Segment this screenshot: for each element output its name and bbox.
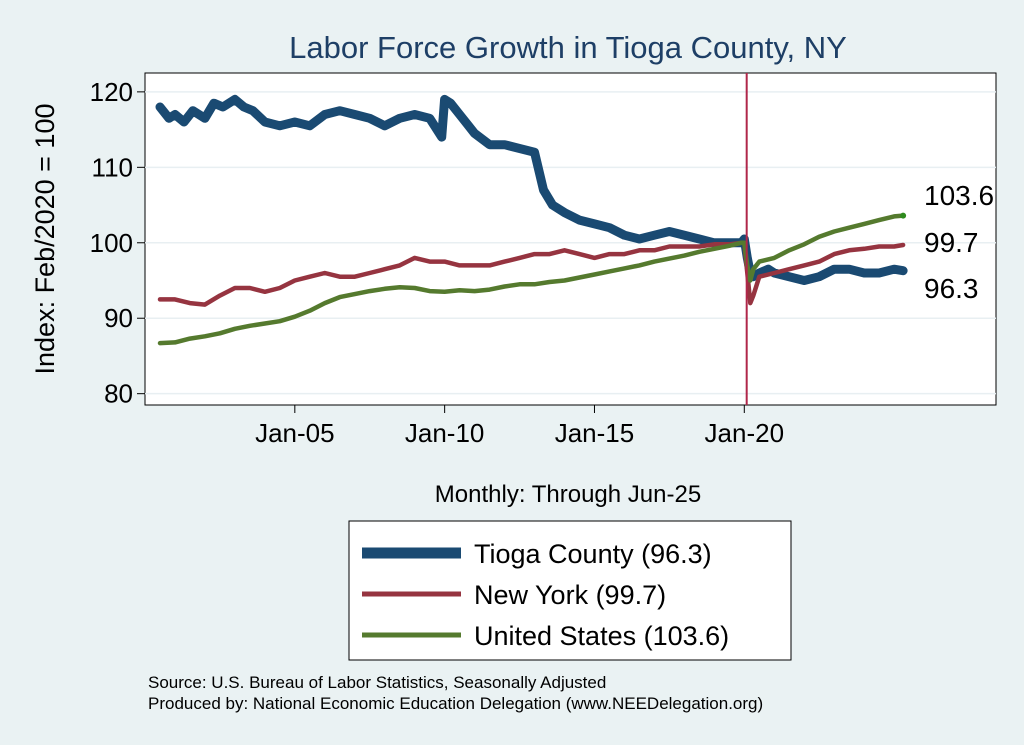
x-axis: Jan-05 Jan-10 Jan-15 Jan-20 [255, 405, 784, 448]
y-tick-label: 80 [104, 379, 133, 409]
y-tick-label: 110 [92, 152, 133, 182]
series-end-marker [900, 212, 907, 219]
y-tick-label: 100 [90, 228, 133, 258]
series-end-label: 96.3 [924, 273, 979, 304]
x-tick-label: Jan-15 [555, 418, 635, 448]
series-end-label: 103.6 [924, 180, 994, 211]
y-axis: 80 90 100 110 120 [90, 77, 145, 409]
series-line [157, 240, 906, 307]
legend-entry: New York (99.7) [474, 580, 666, 610]
series-lines [155, 73, 908, 405]
y-axis-label: Index: Feb/2020 = 100 [30, 104, 60, 375]
y-tick-label: 90 [104, 303, 133, 333]
legend: Tioga County (96.3) New York (99.7) United… [362, 539, 729, 651]
end-labels: 96.3 99.7 103.6 [900, 180, 994, 304]
y-tick-label: 120 [90, 77, 133, 107]
source-line: Source: U.S. Bureau of Labor Statistics,… [148, 673, 606, 692]
x-tick-label: Jan-20 [705, 418, 785, 448]
series-line [157, 213, 906, 346]
x-tick-label: Jan-05 [255, 418, 335, 448]
legend-entry: United States (103.6) [474, 621, 729, 651]
series-end-label: 99.7 [924, 227, 979, 258]
produced-by-line: Produced by: National Economic Education… [148, 694, 763, 713]
legend-entry: Tioga County (96.3) [474, 539, 712, 569]
series-line [155, 94, 908, 285]
chart-title: Labor Force Growth in Tioga County, NY [289, 30, 847, 65]
x-tick-label: Jan-10 [405, 418, 485, 448]
x-axis-note: Monthly: Through Jun-25 [435, 481, 701, 508]
